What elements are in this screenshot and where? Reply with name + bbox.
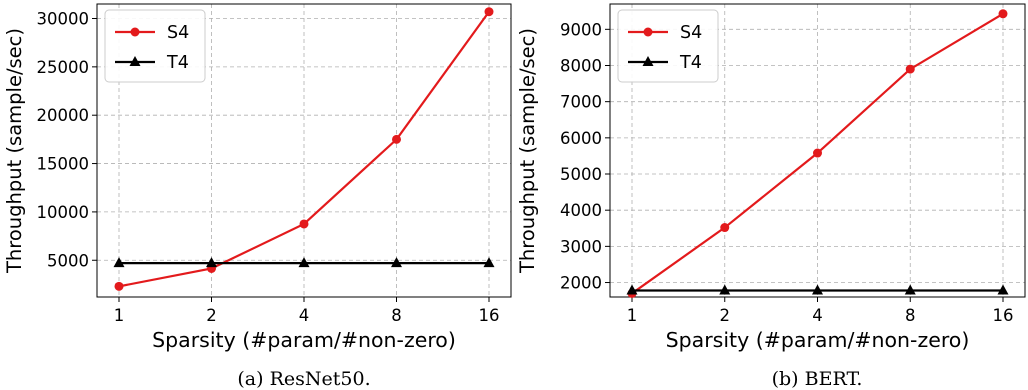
x-tick-label: 1 bbox=[114, 306, 125, 325]
data-point bbox=[719, 284, 731, 295]
x-axis-label: Sparsity (#param/#non-zero) bbox=[666, 328, 970, 352]
legend-label-t4: T4 bbox=[679, 53, 702, 73]
x-tick-label: 16 bbox=[479, 306, 500, 325]
data-point bbox=[626, 284, 638, 295]
legend-box bbox=[104, 9, 206, 83]
data-point bbox=[720, 223, 730, 233]
x-tick-label: 16 bbox=[993, 306, 1014, 325]
x-tick-label: 8 bbox=[905, 306, 916, 325]
data-point bbox=[298, 257, 310, 268]
legend-marker bbox=[642, 56, 654, 66]
legend-box bbox=[617, 9, 719, 83]
x-tick-label: 2 bbox=[720, 306, 731, 325]
y-tick-label: 25000 bbox=[37, 58, 90, 77]
x-tick-label: 4 bbox=[812, 306, 823, 325]
chart-caption: (b) BERT. bbox=[772, 368, 863, 390]
y-tick-label: 4000 bbox=[560, 201, 602, 220]
chart-caption: (a) ResNet50. bbox=[237, 368, 370, 390]
x-tick-label: 4 bbox=[299, 306, 310, 325]
data-point bbox=[997, 284, 1009, 295]
legend-label-t4: T4 bbox=[166, 53, 189, 73]
y-tick-label: 8000 bbox=[560, 56, 602, 75]
data-point bbox=[484, 7, 494, 17]
y-axis-label: Throughput (sample/sec) bbox=[516, 28, 539, 274]
legend-marker bbox=[129, 56, 141, 66]
data-point bbox=[904, 284, 916, 295]
legend-marker bbox=[130, 27, 140, 37]
data-point bbox=[998, 9, 1008, 19]
data-point bbox=[392, 134, 401, 144]
data-point bbox=[483, 257, 495, 268]
y-tick-label: 3000 bbox=[560, 237, 602, 256]
data-point bbox=[299, 219, 309, 229]
data-point bbox=[114, 281, 124, 291]
data-point bbox=[113, 257, 125, 268]
legend: S4 T4 bbox=[104, 9, 206, 83]
x-tick-label: 1 bbox=[627, 306, 638, 325]
legend-label-s4: S4 bbox=[167, 23, 189, 43]
x-tick-label: 2 bbox=[206, 306, 217, 325]
y-tick-label: 9000 bbox=[560, 20, 602, 39]
y-tick-label: 5000 bbox=[560, 165, 602, 184]
legend-marker bbox=[643, 27, 653, 37]
legend-label-s4: S4 bbox=[680, 23, 702, 43]
y-axis-label: Throughput (sample/sec) bbox=[3, 28, 26, 274]
data-point bbox=[812, 284, 823, 295]
y-tick-label: 7000 bbox=[560, 93, 602, 112]
y-tick-label: 30000 bbox=[37, 10, 90, 29]
x-axis-label: Sparsity (#param/#non-zero) bbox=[152, 328, 456, 352]
data-point bbox=[905, 64, 915, 74]
x-tick-label: 8 bbox=[391, 306, 402, 325]
y-tick-label: 15000 bbox=[37, 155, 90, 174]
y-tick-label: 5000 bbox=[47, 251, 89, 270]
data-point bbox=[206, 257, 217, 268]
data-point bbox=[391, 257, 402, 268]
chart-panel-2: 2000 3000 4000 5000 6000 7000 8000 9000 1 2 4 8 16 Sp… bbox=[516, 3, 1026, 390]
legend: S4 T4 bbox=[617, 9, 719, 83]
y-tick-label: 10000 bbox=[37, 203, 90, 222]
y-tick-label: 20000 bbox=[37, 106, 90, 125]
y-tick-label: 2000 bbox=[560, 274, 602, 293]
chart-panel-1: 5000 10000 15000 20000 25000 30000 1 2 4 8 16 Spars… bbox=[3, 3, 512, 390]
y-tick-label: 6000 bbox=[560, 129, 602, 148]
data-point bbox=[813, 148, 822, 158]
